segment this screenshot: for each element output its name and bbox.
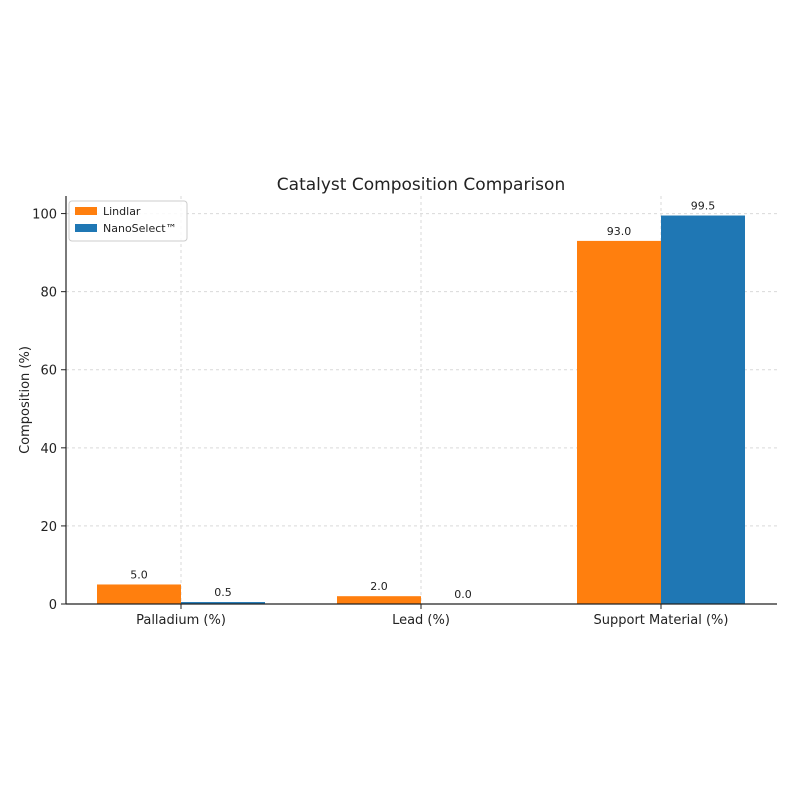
y-tick-label: 20 xyxy=(40,520,57,535)
y-axis-label: Composition (%) xyxy=(18,346,33,454)
data-label: 93.0 xyxy=(607,225,632,238)
bar-lindlar xyxy=(97,584,181,604)
y-tick-label: 60 xyxy=(40,364,57,379)
legend-label-lindlar: Lindlar xyxy=(103,205,141,218)
data-label: 5.0 xyxy=(130,568,148,581)
bar-lindlar xyxy=(337,596,421,604)
y-tick-label: 100 xyxy=(32,208,57,223)
x-tick-label: Palladium (%) xyxy=(136,613,226,628)
legend-swatch-lindlar xyxy=(75,207,97,215)
legend-swatch-nanoselect xyxy=(75,224,97,232)
data-labels: 5.0 2.0 93.0 0.5 0.0 99.5 xyxy=(130,200,715,601)
bar-lindlar xyxy=(577,240,661,604)
x-tick-label: Lead (%) xyxy=(392,613,450,628)
ticks: 0 20 40 60 80 100 Palladium (%) Lead (%) Support… xyxy=(32,208,728,628)
legend-label-nanoselect: NanoSelect™ xyxy=(103,222,177,235)
y-tick-label: 40 xyxy=(40,442,57,457)
chart-title: Catalyst Composition Comparison xyxy=(277,175,565,195)
bar-nanoselect xyxy=(181,602,265,604)
bar-nanoselect xyxy=(661,215,745,604)
data-label: 99.5 xyxy=(691,200,716,213)
y-tick-label: 0 xyxy=(49,598,57,613)
legend-frame xyxy=(68,200,188,242)
legend: Lindlar NanoSelect™ xyxy=(68,200,188,242)
bars xyxy=(97,215,745,604)
x-tick-label: Support Material (%) xyxy=(594,613,729,628)
data-label: 2.0 xyxy=(370,580,388,593)
data-label: 0.0 xyxy=(454,588,472,601)
data-label: 0.5 xyxy=(214,586,232,599)
y-tick-label: 80 xyxy=(40,286,57,301)
